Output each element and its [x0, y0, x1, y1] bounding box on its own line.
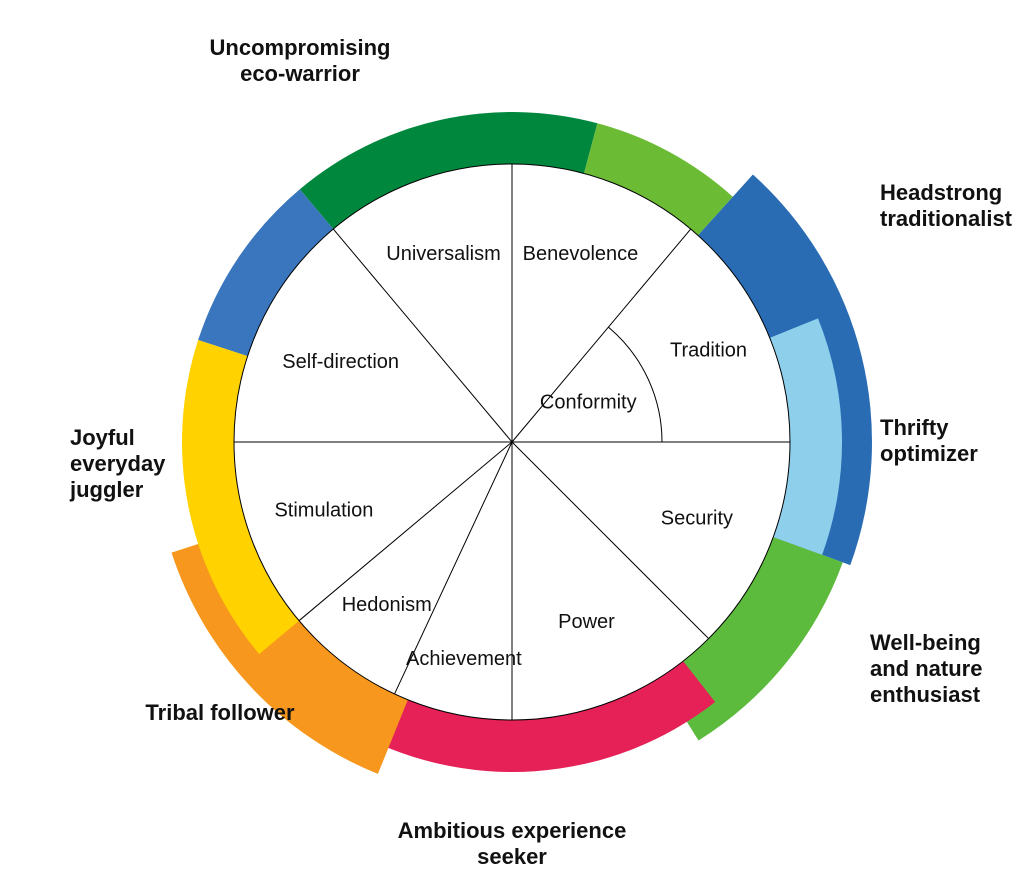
segment-label: Power [558, 611, 615, 633]
persona-label: Tribal follower [145, 700, 295, 725]
segment-label: Tradition [670, 339, 747, 361]
conformity-label: Conformity [540, 392, 637, 414]
persona-label: Ambitious experienceseeker [398, 818, 627, 869]
persona-label: Uncompromisingeco-warrior [210, 35, 391, 86]
persona-label: Thriftyoptimizer [880, 415, 978, 466]
segment-label: Stimulation [274, 499, 373, 521]
values-wheel-chart: Universalism Benevolence Tradition Security… [0, 0, 1024, 885]
persona-label: Headstrongtraditionalist [880, 180, 1013, 231]
segment-label: Security [661, 508, 733, 530]
segment-label: Universalism [386, 243, 500, 265]
persona-label: Well-beingand natureenthusiast [870, 630, 982, 707]
segment-label: Hedonism [342, 594, 432, 616]
segment-label: Benevolence [523, 243, 639, 265]
segment-label: Self-direction [282, 351, 399, 373]
segment-label: Achievement [406, 648, 522, 670]
persona-label: Joyfuleverydayjuggler [69, 425, 166, 502]
